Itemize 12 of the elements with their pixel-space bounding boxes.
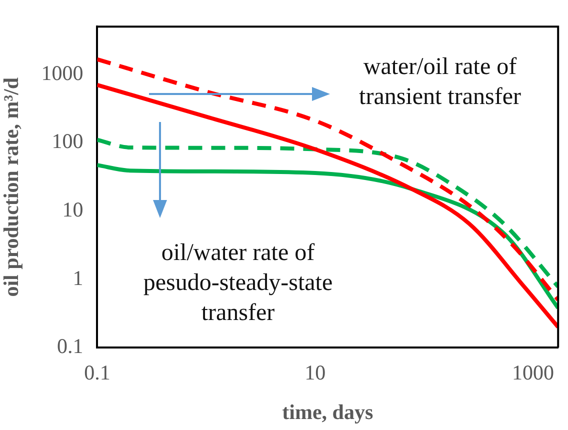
y-tick-label: 1 [72, 266, 84, 290]
y-axis-title: oil production rate, m³/d [0, 77, 24, 297]
y-tick-label: 0.1 [56, 334, 84, 358]
annotation: oil/water rate of pesudo-steady-state transfer [142, 239, 334, 328]
y-tick-label: 1000 [41, 60, 84, 85]
x-axis-title: time, days [282, 400, 374, 424]
y-tick-label: 100 [52, 129, 84, 154]
x-tick-label: 10 [304, 360, 326, 385]
x-tick-label: 1000 [512, 360, 554, 385]
x-tick-label: 0.1 [84, 360, 110, 385]
annotation: water/oil rate of transient transfer [358, 53, 522, 112]
y-tick-label: 10 [62, 197, 84, 222]
